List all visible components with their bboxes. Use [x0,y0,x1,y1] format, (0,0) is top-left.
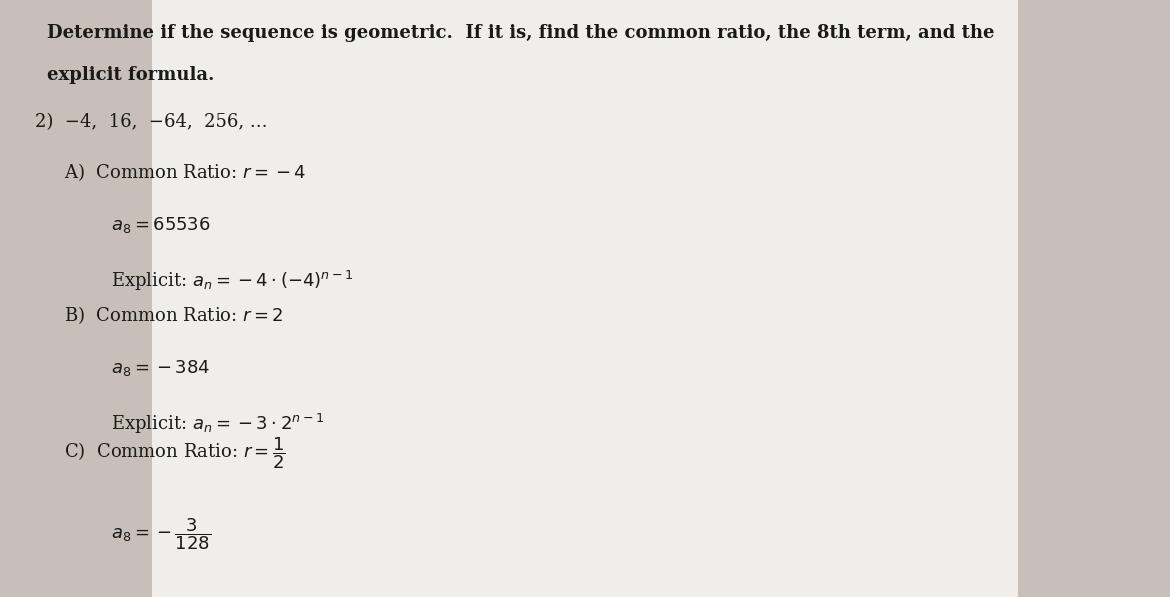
Text: $a_8 = -\dfrac{3}{128}$: $a_8 = -\dfrac{3}{128}$ [111,516,212,552]
Text: Determine if the sequence is geometric.  If it is, find the common ratio, the 8t: Determine if the sequence is geometric. … [47,24,994,42]
Text: explicit formula.: explicit formula. [47,66,214,84]
Text: Explicit: $a_n = -4 \cdot (-4)^{n-1}$: Explicit: $a_n = -4 \cdot (-4)^{n-1}$ [111,269,353,293]
FancyBboxPatch shape [152,0,1018,597]
Text: 2)  −4,  16,  −64,  256, ...: 2) −4, 16, −64, 256, ... [35,113,268,131]
Text: $a_8 = -384$: $a_8 = -384$ [111,358,211,378]
Text: B)  Common Ratio: $r = 2$: B) Common Ratio: $r = 2$ [64,304,284,327]
Text: $a_8 = 65536$: $a_8 = 65536$ [111,215,211,235]
Text: Explicit: $a_n = -3 \cdot 2^{n-1}$: Explicit: $a_n = -3 \cdot 2^{n-1}$ [111,412,324,436]
Text: C)  Common Ratio: $r = \dfrac{1}{2}$: C) Common Ratio: $r = \dfrac{1}{2}$ [64,436,287,472]
Text: A)  Common Ratio: $r = -4$: A) Common Ratio: $r = -4$ [64,161,307,183]
